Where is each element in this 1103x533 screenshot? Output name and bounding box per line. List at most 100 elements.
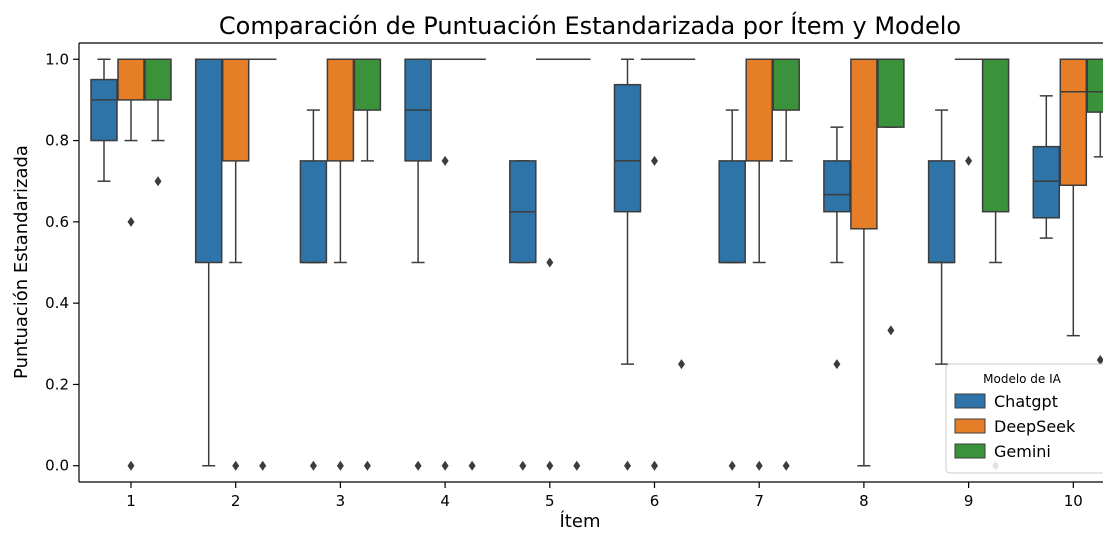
y-tick-label: 0.6 bbox=[45, 213, 69, 231]
outlier-point bbox=[441, 460, 449, 471]
outlier-point bbox=[651, 460, 658, 471]
chart-title: Comparación de Puntuación Estandarizada … bbox=[219, 11, 961, 40]
outlier-point bbox=[468, 460, 476, 471]
box-deepseek-item-10 bbox=[1059, 58, 1088, 337]
box-gemini-item-6 bbox=[667, 58, 696, 370]
outlier-point bbox=[546, 460, 554, 471]
legend-title: Modelo de IA bbox=[983, 372, 1062, 386]
axes: 0.0 0.2 0.4 0.6 0.8 1.0 1 2 3 4 5 6 7 8 9 10 bbox=[45, 42, 1103, 510]
outlier-point bbox=[573, 460, 581, 471]
outlier-point bbox=[336, 460, 344, 471]
outlier-point bbox=[782, 460, 790, 471]
outlier-point bbox=[546, 257, 554, 268]
x-tick-label: 3 bbox=[336, 492, 346, 510]
box-deepseek-item-8 bbox=[850, 58, 878, 467]
box-body bbox=[613, 83, 642, 213]
box-gemini-item-7 bbox=[772, 58, 800, 471]
x-tick-label: 6 bbox=[650, 492, 660, 510]
legend-swatch-chatgpt bbox=[954, 393, 986, 409]
box-chatgpt-item-9 bbox=[927, 109, 956, 365]
box-body bbox=[877, 58, 905, 128]
outlier-point bbox=[728, 460, 736, 471]
x-tick-label: 8 bbox=[859, 492, 869, 510]
box-body bbox=[117, 58, 145, 101]
x-tick-label: 10 bbox=[1064, 492, 1083, 510]
outlier-point bbox=[309, 460, 317, 471]
box-gemini-item-5 bbox=[563, 58, 591, 471]
outlier-point bbox=[624, 460, 631, 471]
outlier-point bbox=[441, 155, 449, 166]
box-body bbox=[1086, 58, 1103, 113]
box-gemini-item-10 bbox=[1086, 58, 1103, 366]
outlier-point bbox=[154, 176, 162, 187]
box-body bbox=[745, 58, 773, 162]
box-gemini-item-1 bbox=[144, 58, 172, 187]
box-body bbox=[823, 160, 851, 213]
box-deepseek-item-2 bbox=[221, 58, 250, 471]
legend: Modelo de IA Chatgpt DeepSeek Gemini bbox=[945, 363, 1103, 474]
box-chatgpt-item-10 bbox=[1032, 95, 1061, 239]
box-body bbox=[927, 160, 956, 264]
box-deepseek-item-9 bbox=[954, 58, 983, 166]
box-deepseek-item-4 bbox=[431, 58, 459, 471]
y-tick-label: 0.8 bbox=[45, 132, 69, 150]
box-chatgpt-item-8 bbox=[823, 126, 851, 370]
y-tick-label: 0.2 bbox=[45, 375, 69, 393]
outlier-point bbox=[232, 460, 240, 471]
box-gemini-item-8 bbox=[877, 58, 905, 336]
box-deepseek-item-3 bbox=[326, 58, 355, 471]
box-chatgpt-item-6 bbox=[613, 58, 642, 471]
legend-label-chatgpt: Chatgpt bbox=[994, 392, 1058, 411]
box-chatgpt-item-2 bbox=[194, 58, 223, 467]
x-axis-label: Ítem bbox=[560, 510, 601, 532]
box-body bbox=[1059, 58, 1088, 187]
box-body bbox=[353, 58, 382, 111]
box-deepseek-item-5 bbox=[536, 58, 564, 471]
box-body bbox=[299, 160, 328, 264]
box-deepseek-item-7 bbox=[745, 58, 773, 471]
outlier-point bbox=[755, 460, 763, 471]
x-tick-label: 7 bbox=[754, 492, 764, 510]
box-body bbox=[772, 58, 800, 111]
x-tick-label: 2 bbox=[231, 492, 241, 510]
outlier-point bbox=[651, 155, 658, 166]
legend-swatch-deepseek bbox=[954, 418, 986, 434]
y-axis-label: Puntuación Estandarizada bbox=[11, 145, 32, 379]
x-tick-label: 1 bbox=[126, 492, 136, 510]
outlier-point bbox=[965, 155, 973, 166]
box-chatgpt-item-7 bbox=[718, 109, 746, 471]
plot-area bbox=[90, 58, 1103, 471]
box-body bbox=[326, 58, 355, 162]
box-deepseek-item-1 bbox=[117, 58, 145, 471]
box-chatgpt-item-3 bbox=[299, 109, 328, 471]
outlier-point bbox=[414, 460, 422, 471]
box-body bbox=[144, 58, 172, 101]
outlier-point bbox=[519, 460, 527, 471]
y-tick-label: 0.0 bbox=[45, 457, 69, 475]
box-body bbox=[221, 58, 250, 162]
box-chatgpt-item-5 bbox=[509, 160, 537, 471]
outlier-point bbox=[833, 359, 841, 370]
y-tick-label: 0.4 bbox=[45, 294, 69, 312]
x-tick-label: 5 bbox=[545, 492, 555, 510]
outlier-point bbox=[678, 359, 685, 370]
outlier-point bbox=[127, 460, 135, 471]
x-tick-label: 4 bbox=[440, 492, 450, 510]
outlier-point bbox=[259, 460, 267, 471]
outlier-point bbox=[363, 460, 371, 471]
box-gemini-item-2 bbox=[248, 58, 277, 471]
box-body bbox=[981, 58, 1010, 213]
x-tick-label: 9 bbox=[964, 492, 974, 510]
box-body bbox=[194, 58, 223, 264]
box-body bbox=[850, 58, 878, 230]
outlier-point bbox=[127, 216, 135, 227]
legend-label-deepseek: DeepSeek bbox=[994, 417, 1076, 436]
box-gemini-item-3 bbox=[353, 58, 382, 471]
outlier-point bbox=[887, 325, 895, 336]
box-deepseek-item-6 bbox=[640, 58, 669, 471]
box-body bbox=[1032, 145, 1061, 219]
legend-swatch-gemini bbox=[954, 443, 986, 459]
box-body bbox=[718, 160, 746, 264]
box-body bbox=[90, 78, 118, 142]
